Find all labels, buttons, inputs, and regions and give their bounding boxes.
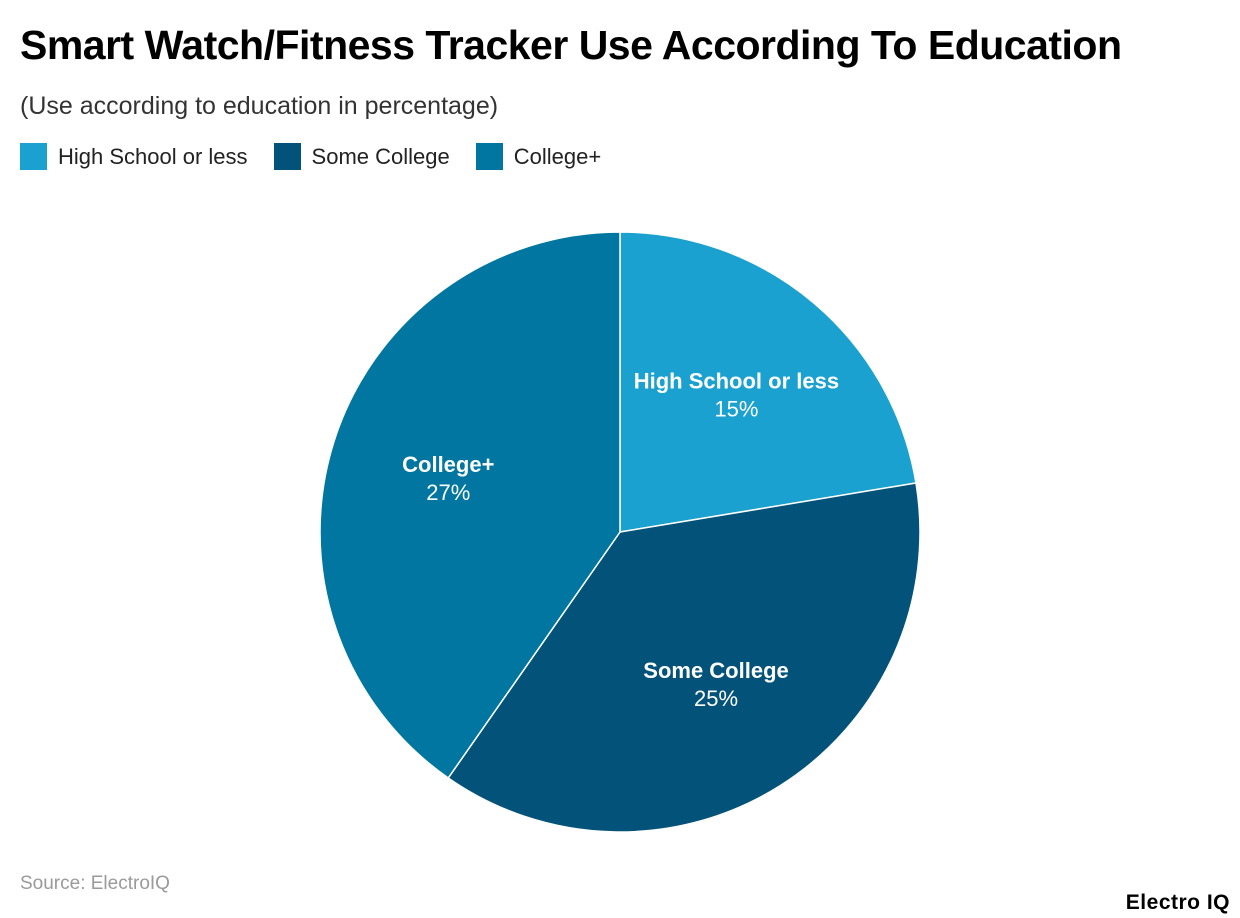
legend-item-college-plus: College+ bbox=[475, 143, 602, 170]
chart-subtitle: (Use according to education in percentag… bbox=[20, 92, 499, 120]
legend-label-some-college: Some College bbox=[311, 143, 450, 169]
legend: High School or less Some College College… bbox=[20, 143, 601, 170]
pie-slice-some-college bbox=[447, 482, 921, 833]
legend-swatch-high-school bbox=[20, 143, 47, 170]
pie-slice-labels: High School or less 15% Some College 25% Col… bbox=[402, 369, 839, 712]
pie-slices bbox=[319, 231, 921, 833]
legend-swatch-college-plus bbox=[475, 143, 503, 170]
brand-logo: Electro IQ bbox=[1125, 891, 1230, 914]
slice-label-name-high-school: High School or less bbox=[634, 369, 839, 394]
pie-slice-college-plus bbox=[319, 231, 621, 780]
legend-swatch-some-college bbox=[273, 143, 301, 170]
slice-label-value-college-plus: 27% bbox=[426, 480, 470, 505]
slice-label-name-college-plus: College+ bbox=[402, 452, 494, 477]
slice-label-name-some-college: Some College bbox=[643, 658, 788, 683]
legend-item-some-college: Some College bbox=[273, 143, 450, 170]
slice-label-value-high-school: 15% bbox=[714, 397, 758, 422]
chart-title: Smart Watch/Fitness Tracker Use Accordin… bbox=[20, 22, 1122, 68]
pie-slice-high-school bbox=[619, 231, 917, 533]
slice-label-value-some-college: 25% bbox=[694, 686, 738, 711]
legend-label-high-school: High School or less bbox=[58, 143, 248, 169]
source-note: Source: ElectroIQ bbox=[20, 873, 170, 894]
legend-label-college-plus: College+ bbox=[513, 143, 602, 169]
legend-item-high-school: High School or less bbox=[20, 143, 248, 170]
